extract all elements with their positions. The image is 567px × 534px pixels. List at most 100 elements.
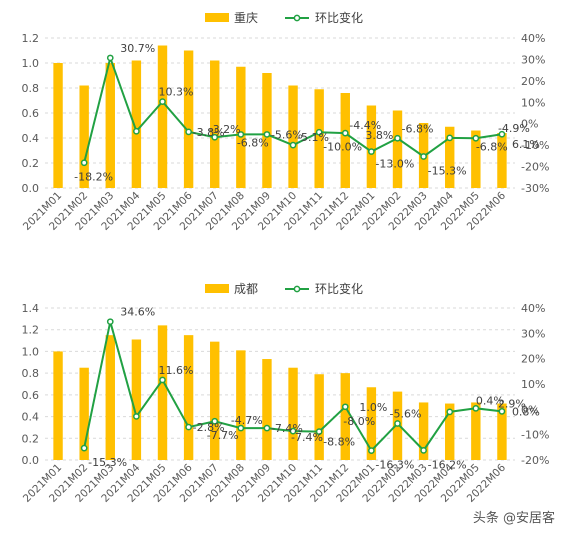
data-label: -10.0% — [323, 140, 362, 153]
data-label: 0.4% — [476, 394, 504, 407]
data-label: 0.8% — [512, 405, 540, 418]
y-tick-label: 0.2 — [22, 157, 40, 170]
bar — [471, 130, 481, 188]
chart-chongqing: 0.0 0.2 0.4 0.6 0.8 1.0 1.2 -30% -20% -10% 0% 10% 20… — [21, 10, 549, 233]
bar — [392, 110, 403, 188]
bar — [105, 335, 115, 460]
bar — [105, 63, 115, 188]
bar — [471, 402, 481, 460]
bar — [131, 339, 142, 460]
data-label: -2.8% — [193, 421, 225, 434]
y2-tick-label: -20% — [521, 161, 549, 174]
y2-tick-label: 10% — [521, 378, 545, 391]
data-label: -4.4% — [349, 119, 381, 132]
data-label: 1.0% — [359, 401, 387, 414]
data-label: -7.4% — [271, 422, 303, 435]
data-label: 2.9% — [498, 397, 526, 410]
bar — [79, 367, 89, 460]
line-point — [263, 131, 271, 138]
y-tick-label: 0.8 — [22, 367, 40, 380]
line-point — [159, 376, 166, 384]
bar — [497, 403, 507, 460]
line-point — [133, 127, 140, 135]
data-label: -6.8% — [402, 122, 434, 135]
legend-swatch-bar — [205, 13, 229, 22]
watermark: 头条 @安居客 — [472, 511, 555, 526]
bar — [340, 93, 350, 188]
data-label: -8.0% — [343, 415, 375, 428]
chart-chengdu: 0.0 0.2 0.4 0.6 0.8 1.0 1.2 1.4 -20% -10% 0% 10% 20%… — [21, 281, 549, 505]
line-point — [472, 404, 480, 412]
bar — [210, 60, 220, 188]
data-label: -5.6% — [271, 128, 303, 141]
data-label: -18.2% — [74, 171, 113, 184]
bar — [79, 85, 89, 188]
line-point — [106, 54, 114, 62]
bar — [366, 105, 377, 188]
data-label: 34.6% — [120, 306, 155, 319]
line-point — [289, 141, 297, 149]
line-point — [159, 98, 166, 105]
data-label: -16.2% — [428, 458, 467, 471]
data-label: -5.1% — [297, 131, 329, 144]
line-point — [315, 128, 323, 136]
line-point — [368, 447, 375, 454]
y-tick-label: 1.4 — [22, 302, 40, 315]
y-tick-label: 0.2 — [22, 432, 40, 445]
line-point — [498, 408, 506, 415]
data-label: -4.7% — [231, 414, 263, 427]
bar — [418, 402, 429, 460]
data-label: 10.3% — [159, 86, 194, 99]
line-point — [80, 159, 88, 167]
line-point — [185, 423, 192, 431]
bar — [262, 73, 272, 188]
y-tick-label: 1.2 — [22, 324, 40, 337]
data-label: -8.8% — [323, 436, 355, 449]
line-point — [420, 153, 427, 160]
y-tick-label: 1.2 — [22, 32, 40, 45]
data-label: -13.0% — [375, 158, 414, 171]
y2-tick-label: -10% — [521, 139, 549, 152]
line-point — [289, 427, 297, 435]
data-label: -7.4% — [291, 431, 323, 444]
line-point — [446, 134, 454, 142]
data-label: -5.6% — [390, 408, 422, 421]
line-point — [80, 444, 88, 452]
bar — [157, 45, 168, 188]
y2-tick-label: -10% — [521, 429, 549, 442]
legend-marker — [293, 285, 301, 293]
bar — [53, 63, 63, 188]
legend-marker — [293, 14, 301, 22]
data-label: -16.3% — [375, 459, 414, 472]
line-point — [211, 417, 219, 425]
y2-tick-label: 20% — [521, 353, 545, 366]
bar — [236, 66, 246, 188]
y2-tick-label: 40% — [521, 32, 545, 45]
y-tick-label: 0.4 — [22, 132, 40, 145]
y2-tick-label: 40% — [521, 302, 545, 315]
bar — [288, 367, 298, 460]
y2-tick-label: 30% — [521, 327, 545, 340]
line-point — [394, 420, 401, 427]
line-point — [341, 403, 349, 411]
y-tick-label: 1.0 — [22, 57, 40, 70]
line-point — [498, 130, 506, 138]
y-tick-label: 0.0 — [22, 454, 40, 467]
bar — [262, 359, 272, 460]
bar — [340, 373, 350, 460]
line-point — [341, 129, 349, 137]
line-point — [368, 148, 375, 155]
data-label: -6.8% — [237, 136, 269, 149]
data-label: 11.6% — [159, 364, 194, 377]
bar — [131, 60, 142, 188]
data-label: -7.7% — [207, 429, 239, 442]
bar — [314, 374, 324, 460]
y2-tick-label: 0% — [521, 403, 538, 416]
legend-label-bar: 成都 — [234, 282, 258, 296]
bar — [445, 403, 455, 460]
legend-label-line: 环比变化 — [315, 281, 363, 296]
y2-tick-label: -20% — [521, 454, 549, 467]
data-label: -15.3% — [428, 165, 467, 178]
line-point — [211, 133, 219, 141]
